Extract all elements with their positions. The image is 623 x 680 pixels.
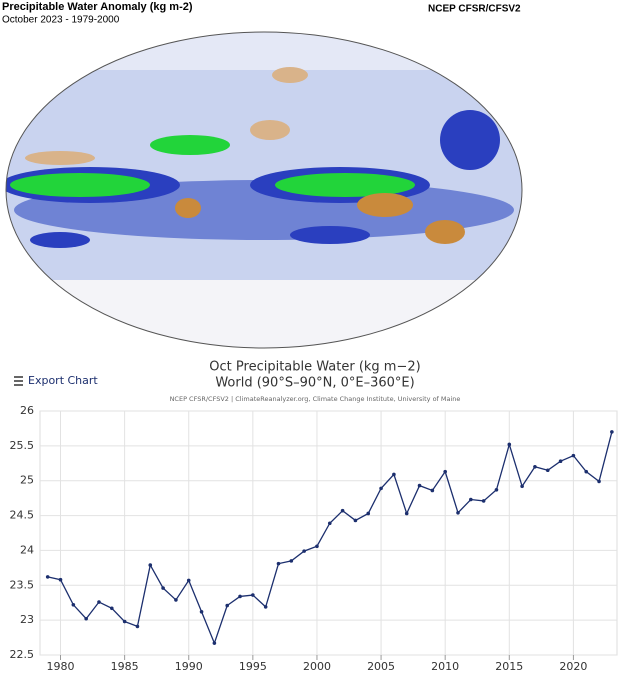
data-point bbox=[263, 605, 268, 609]
data-point bbox=[225, 603, 230, 608]
y-tick-label: 25.5 bbox=[10, 439, 35, 452]
export-label[interactable]: Export Chart bbox=[28, 374, 98, 387]
map-title: Precipitable Water Anomaly (kg m-2) bbox=[2, 1, 193, 13]
data-point bbox=[110, 606, 114, 611]
x-tick-label: 2010 bbox=[431, 660, 459, 673]
x-tick-label: 2020 bbox=[559, 660, 587, 673]
y-tick-label: 23.5 bbox=[10, 578, 35, 591]
x-tick-label: 1990 bbox=[175, 660, 203, 673]
map-source: NCEP CFSR/CFSV2 bbox=[428, 4, 521, 15]
y-tick-label: 26 bbox=[20, 404, 34, 417]
data-point bbox=[545, 468, 550, 473]
data-point bbox=[186, 578, 191, 583]
data-point bbox=[327, 521, 332, 526]
y-tick-label: 25 bbox=[20, 474, 34, 487]
data-point bbox=[533, 464, 537, 469]
data-point bbox=[174, 598, 178, 602]
data-point bbox=[443, 469, 447, 474]
data-point bbox=[507, 442, 512, 447]
y-tick-label: 22.5 bbox=[10, 648, 35, 661]
chart-title: Oct Precipitable Water (kg m−2) bbox=[209, 360, 420, 375]
data-point bbox=[379, 486, 383, 491]
x-tick-label: 1980 bbox=[47, 660, 75, 673]
data-point bbox=[148, 563, 153, 567]
x-tick-label: 2005 bbox=[367, 660, 395, 673]
data-point bbox=[430, 488, 435, 493]
data-point bbox=[520, 484, 524, 489]
plot-frame bbox=[39, 410, 618, 656]
data-point bbox=[597, 479, 601, 484]
x-tick-label: 2000 bbox=[303, 660, 331, 673]
chart-subtitle: World (90°S–90°N, 0°E–360°E) bbox=[215, 376, 414, 391]
data-point bbox=[456, 510, 460, 515]
data-point bbox=[610, 430, 614, 434]
data-point bbox=[353, 518, 358, 523]
data-point bbox=[71, 603, 76, 607]
x-tick-label: 2015 bbox=[495, 660, 523, 673]
data-point bbox=[340, 508, 345, 513]
y-tick-label: 24.5 bbox=[10, 509, 35, 522]
y-tick-label: 23 bbox=[20, 613, 34, 626]
y-tick-label: 24 bbox=[20, 543, 34, 556]
data-point bbox=[302, 549, 306, 553]
data-point bbox=[238, 594, 242, 599]
series-line bbox=[47, 431, 613, 646]
data-point bbox=[199, 609, 204, 614]
data-point bbox=[135, 624, 140, 629]
data-point bbox=[417, 483, 422, 488]
data-point bbox=[494, 487, 499, 492]
data-point bbox=[212, 641, 217, 645]
data-point bbox=[122, 619, 127, 624]
data-point bbox=[404, 511, 409, 516]
data-point bbox=[366, 511, 371, 516]
data-point bbox=[571, 453, 576, 458]
data-point bbox=[392, 472, 396, 477]
data-point bbox=[315, 544, 319, 549]
chart-credit: NCEP CFSR/CFSV2 | ClimateReanalyzer.org,… bbox=[170, 395, 461, 403]
map-subtitle: October 2023 - 1979-2000 bbox=[2, 15, 120, 26]
data-point bbox=[289, 559, 294, 563]
map-outline bbox=[5, 31, 523, 349]
x-tick-label: 1985 bbox=[111, 660, 139, 673]
data-point bbox=[481, 499, 486, 503]
data-point bbox=[58, 577, 63, 582]
data-point bbox=[84, 616, 88, 621]
export-button[interactable]: Export Chart bbox=[14, 374, 98, 387]
x-tick-label: 1995 bbox=[239, 660, 267, 673]
data-point bbox=[276, 561, 281, 566]
data-point bbox=[469, 497, 473, 502]
data-point bbox=[251, 593, 255, 597]
data-point bbox=[45, 575, 50, 579]
data-point bbox=[584, 469, 589, 474]
data-point bbox=[558, 459, 563, 463]
data-point bbox=[161, 586, 165, 590]
data-point bbox=[97, 600, 101, 604]
